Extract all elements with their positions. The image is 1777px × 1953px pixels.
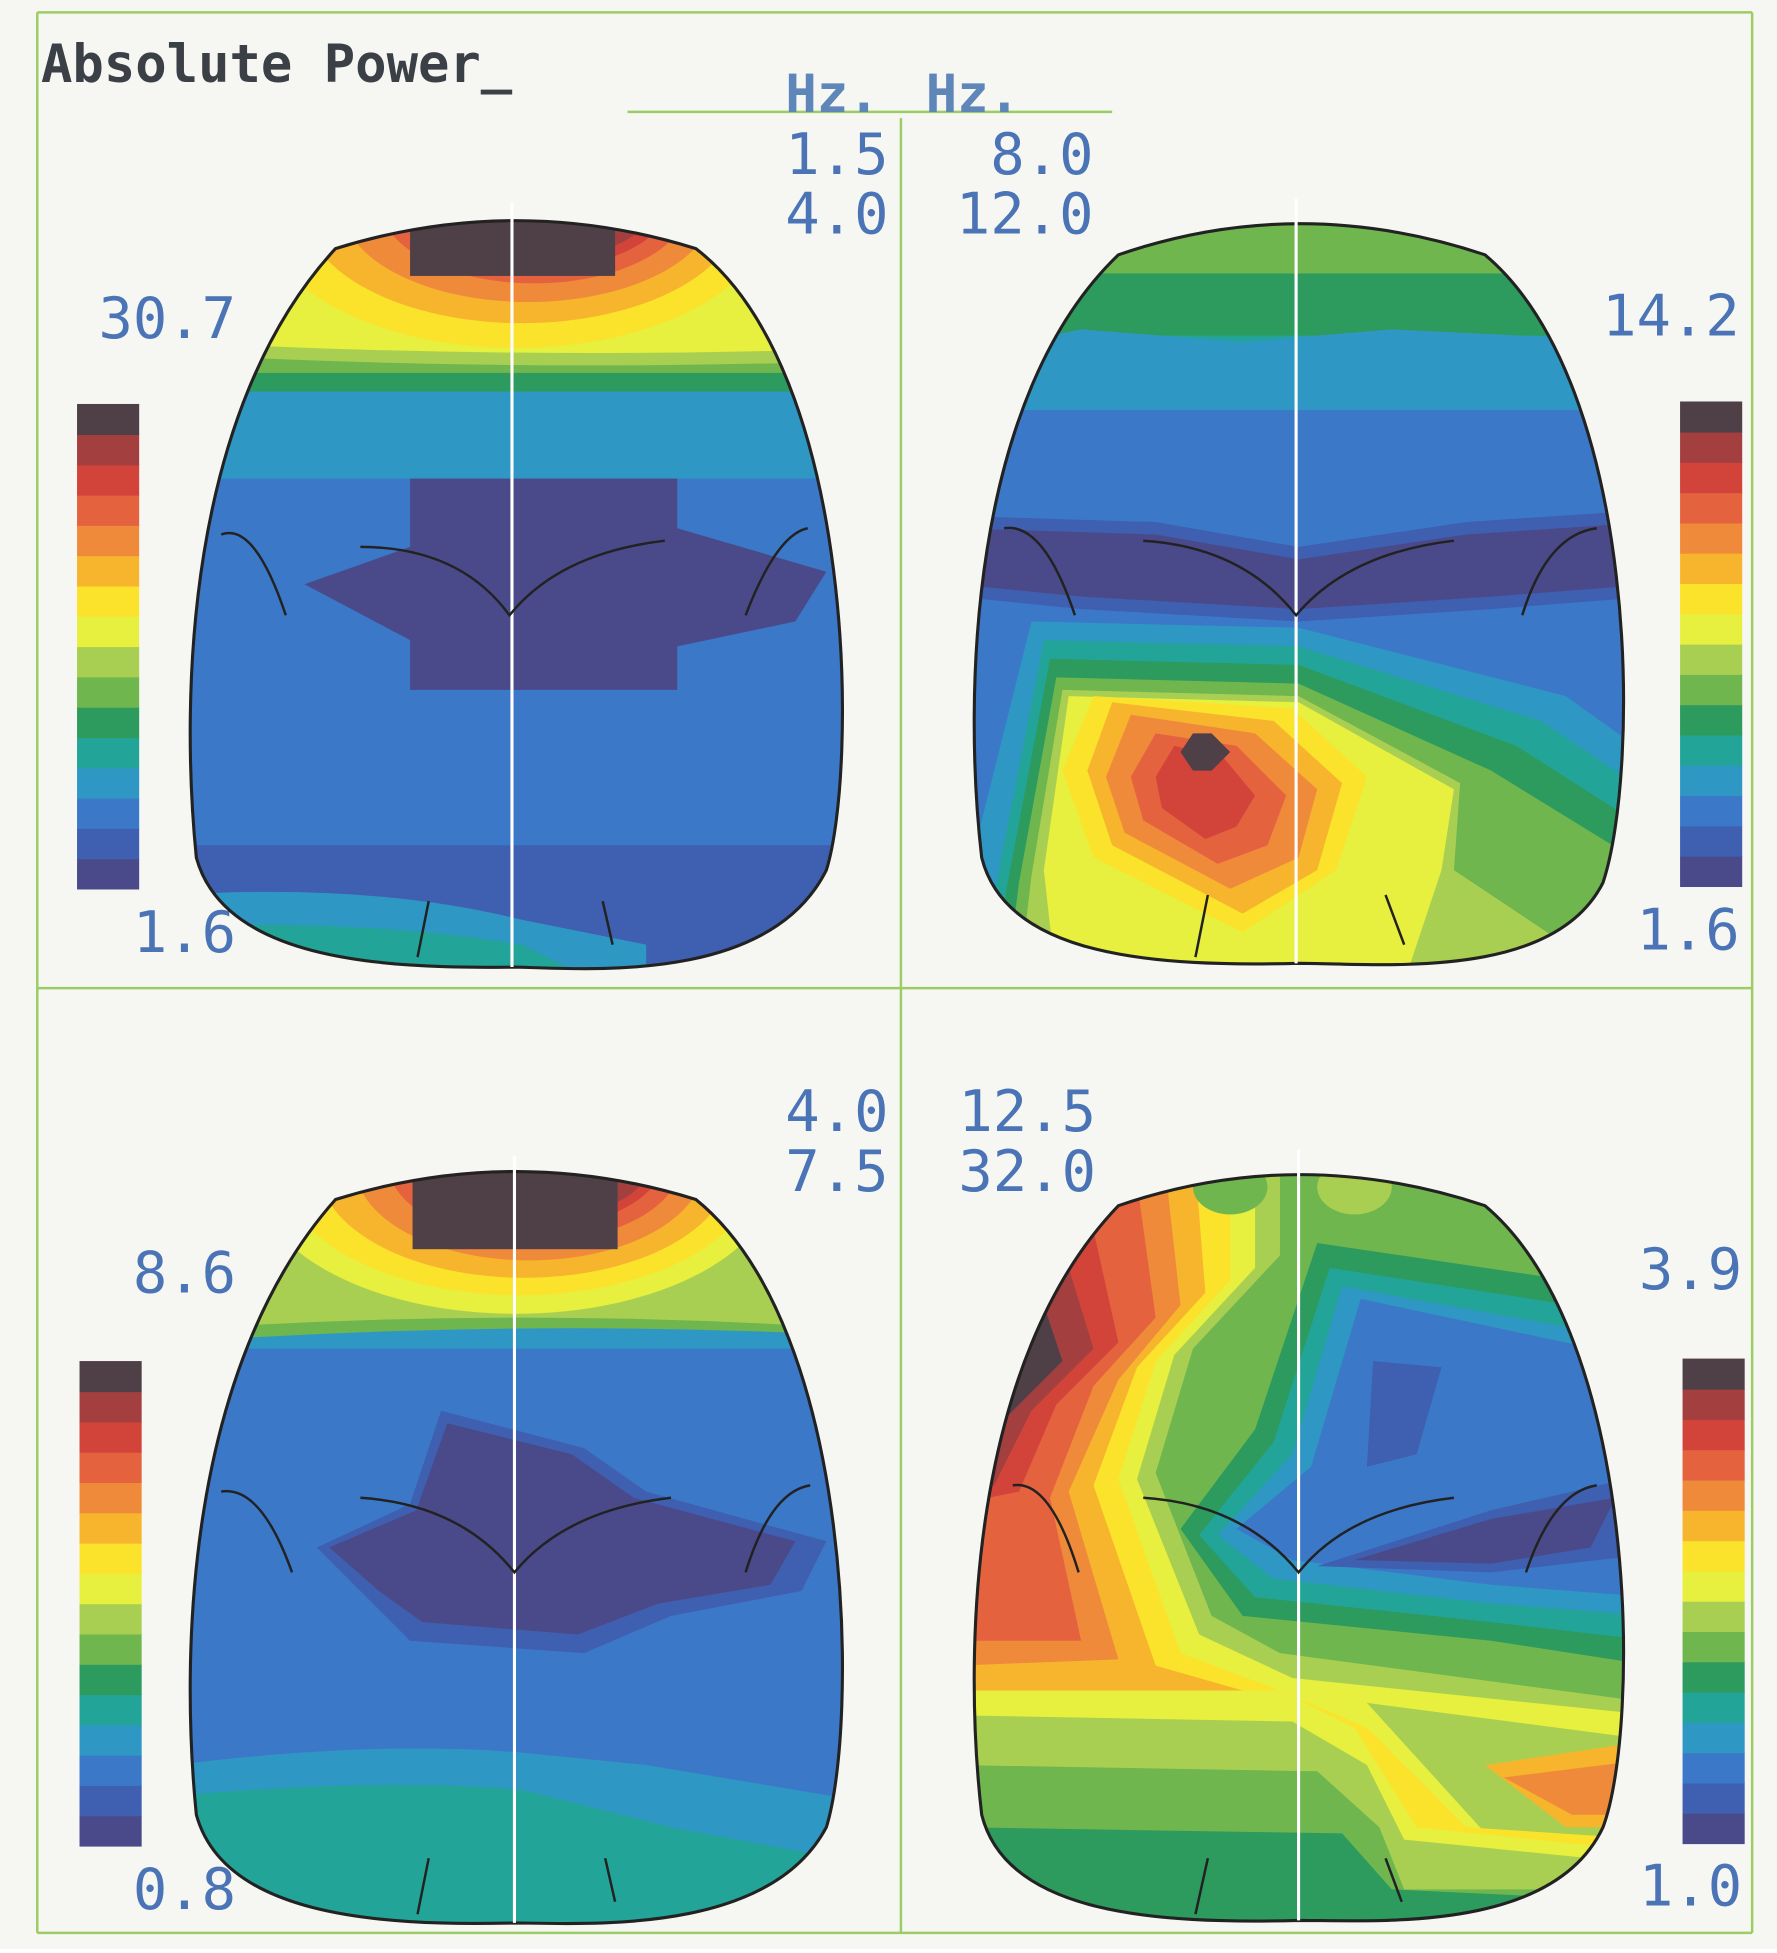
colorbar-delta-swatch bbox=[77, 434, 140, 466]
freq-low-beta: 12.5 bbox=[958, 1079, 1096, 1145]
colorbar-theta-swatch bbox=[79, 1724, 142, 1756]
colorbar-delta-swatch bbox=[77, 555, 140, 587]
colorbar-theta-swatch bbox=[79, 1785, 142, 1817]
colorbar-theta-swatch bbox=[79, 1603, 142, 1635]
colorbar-delta bbox=[77, 403, 140, 890]
colorbar-alpha-swatch bbox=[1680, 583, 1743, 615]
colorbar-beta-swatch bbox=[1682, 1570, 1745, 1602]
colorbar-delta-swatch bbox=[77, 525, 140, 557]
colorbar-beta-swatch bbox=[1682, 1631, 1745, 1663]
colorbar-beta-swatch bbox=[1682, 1449, 1745, 1481]
colorbar-delta-swatch bbox=[77, 585, 140, 617]
colorbar-theta-swatch bbox=[79, 1542, 142, 1574]
colorbar-alpha-swatch bbox=[1680, 734, 1743, 766]
colorbar-theta-swatch bbox=[79, 1482, 142, 1514]
colorbar-beta-swatch bbox=[1682, 1661, 1745, 1693]
colorbar-beta-swatch bbox=[1682, 1782, 1745, 1814]
scale-min-alpha: 1.6 bbox=[1636, 898, 1739, 964]
colorbar-delta-swatch bbox=[77, 676, 140, 708]
colorbar-theta bbox=[79, 1361, 142, 1847]
colorbar-alpha-swatch bbox=[1680, 674, 1743, 706]
topomap-beta bbox=[972, 1149, 1626, 1923]
scale-min-theta: 0.8 bbox=[133, 1857, 236, 1923]
colorbar-alpha-swatch bbox=[1680, 825, 1743, 857]
colorbar-alpha-swatch bbox=[1680, 855, 1743, 888]
colorbar-theta-swatch bbox=[79, 1512, 142, 1544]
colorbar-delta-swatch bbox=[77, 828, 140, 860]
freq-high-theta: 7.5 bbox=[785, 1139, 888, 1205]
colorbar-alpha-swatch bbox=[1680, 431, 1743, 463]
freq-high-beta: 32.0 bbox=[958, 1139, 1096, 1205]
colorbar-theta-swatch bbox=[79, 1815, 142, 1847]
colorbar-theta-swatch bbox=[79, 1451, 142, 1484]
scale-max-alpha: 14.2 bbox=[1602, 284, 1740, 350]
colorbar-beta-swatch bbox=[1682, 1722, 1745, 1754]
colorbar-alpha bbox=[1680, 401, 1743, 888]
colorbar-delta-swatch bbox=[77, 858, 140, 890]
colorbar-alpha-swatch bbox=[1680, 522, 1743, 554]
colorbar-delta-swatch bbox=[77, 616, 140, 648]
colorbar-delta-swatch bbox=[77, 797, 140, 829]
colorbar-theta-swatch bbox=[79, 1573, 142, 1605]
colorbar-delta-swatch bbox=[77, 494, 140, 526]
freq-labels: 1.5 4.0 8.0 12.0 4.0 7.5 12.5 32.0 bbox=[785, 122, 1096, 1205]
colorbar-beta-swatch bbox=[1682, 1813, 1745, 1845]
freq-low-delta: 1.5 bbox=[785, 122, 888, 188]
colorbar-theta-swatch bbox=[79, 1421, 142, 1453]
colorbar-alpha-swatch bbox=[1680, 492, 1743, 524]
topomap-theta bbox=[188, 1155, 844, 1926]
colorbar-beta-swatch bbox=[1682, 1510, 1745, 1542]
colorbar-delta-swatch bbox=[77, 464, 140, 496]
colorbar-theta-swatch bbox=[79, 1664, 142, 1696]
colorbar-beta-swatch bbox=[1682, 1479, 1745, 1511]
colorbar-alpha-swatch bbox=[1680, 613, 1743, 645]
hz-label-right: Hz. bbox=[926, 65, 1020, 125]
colorbar-delta-swatch bbox=[77, 767, 140, 799]
colorbar-beta-swatch bbox=[1682, 1752, 1745, 1784]
scale-min-delta: 1.6 bbox=[133, 900, 236, 966]
colorbar-delta-swatch bbox=[77, 737, 140, 769]
scale-max-delta: 30.7 bbox=[98, 286, 236, 352]
topomap-delta bbox=[188, 202, 844, 971]
colorbar-theta-swatch bbox=[79, 1694, 142, 1726]
colorbar-alpha-swatch bbox=[1680, 765, 1743, 797]
colorbar-alpha-swatch bbox=[1680, 795, 1743, 827]
colorbar-delta-swatch bbox=[77, 706, 140, 738]
scale-min-beta: 1.0 bbox=[1639, 1853, 1742, 1919]
colorbar-alpha-swatch bbox=[1680, 401, 1743, 433]
freq-low-theta: 4.0 bbox=[785, 1079, 888, 1145]
colorbar-theta-swatch bbox=[79, 1391, 142, 1423]
colorbar-beta-swatch bbox=[1682, 1600, 1745, 1633]
colorbar-alpha-swatch bbox=[1680, 462, 1743, 494]
figure-title: Absolute Power_ bbox=[41, 35, 513, 95]
freq-high-alpha: 12.0 bbox=[956, 182, 1094, 248]
freq-high-delta: 4.0 bbox=[785, 182, 888, 248]
topomap-alpha bbox=[972, 198, 1626, 967]
freq-low-alpha: 8.0 bbox=[990, 122, 1093, 188]
colorbar-delta-swatch bbox=[77, 403, 140, 436]
hz-label-left: Hz. bbox=[785, 65, 879, 125]
colorbar-beta-swatch bbox=[1682, 1419, 1745, 1451]
colorbar-theta-swatch bbox=[79, 1361, 142, 1393]
colorbar-beta bbox=[1682, 1358, 1745, 1845]
colorbar-beta-swatch bbox=[1682, 1358, 1745, 1390]
colorbar-beta-swatch bbox=[1682, 1388, 1745, 1420]
scale-max-theta: 8.6 bbox=[133, 1241, 236, 1307]
colorbar-alpha-swatch bbox=[1680, 704, 1743, 736]
scale-labels: 30.7 1.6 14.2 1.6 8.6 0.8 3.9 1.0 bbox=[98, 284, 1742, 1924]
colorbar-beta-swatch bbox=[1682, 1691, 1745, 1723]
panel-frame bbox=[36, 11, 1754, 1935]
colorbar-theta-swatch bbox=[79, 1754, 142, 1786]
colorbar-theta-swatch bbox=[79, 1633, 142, 1665]
scale-max-beta: 3.9 bbox=[1639, 1237, 1742, 1303]
colorbar-beta-swatch bbox=[1682, 1540, 1745, 1572]
colorbar-delta-swatch bbox=[77, 646, 140, 678]
colorbar-alpha-swatch bbox=[1680, 643, 1743, 675]
colorbar-alpha-swatch bbox=[1680, 552, 1743, 585]
